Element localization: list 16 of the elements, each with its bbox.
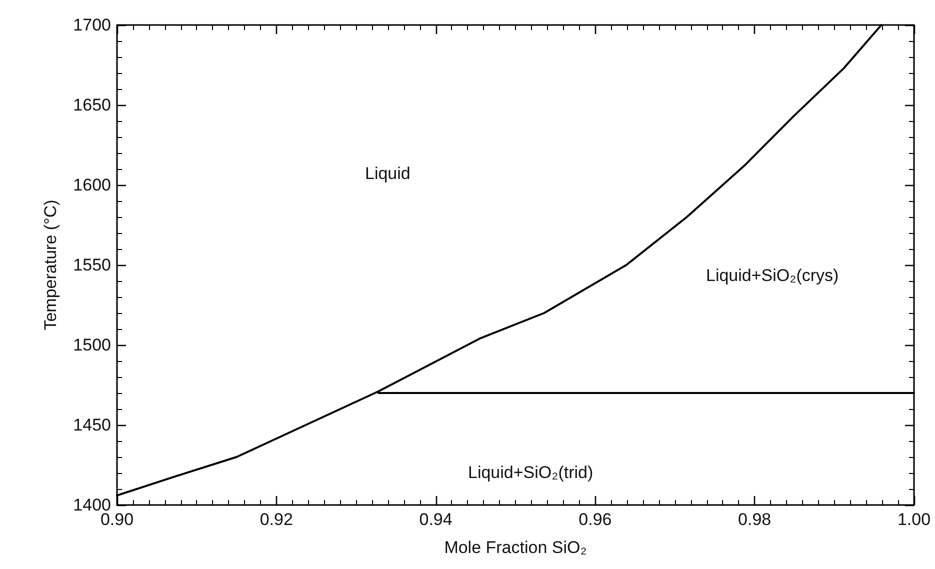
x-tick-label: 0.98 <box>738 510 772 529</box>
x-tick-label: 0.96 <box>578 510 612 529</box>
y-tick-label: 1650 <box>73 96 111 114</box>
y-tick-label: 1500 <box>73 336 111 354</box>
annotation: Liquid+SiO₂(trid) <box>468 463 594 482</box>
y-axis-title: Temperature (°C) <box>41 200 60 330</box>
annotation: Liquid <box>365 164 410 183</box>
annotation: Liquid+SiO₂(crys) <box>706 266 839 285</box>
y-tick-label: 1700 <box>73 16 111 34</box>
x-axis-title: Mole Fraction SiO₂ <box>444 538 587 557</box>
x-tick-label: 1.00 <box>897 510 931 529</box>
x-tick-label: 0.94 <box>419 510 452 529</box>
y-tick-label: 1600 <box>73 176 111 194</box>
x-tick-label: 0.92 <box>260 510 293 529</box>
y-tick-label: 1550 <box>73 256 111 274</box>
y-tick-label: 1450 <box>73 416 111 434</box>
